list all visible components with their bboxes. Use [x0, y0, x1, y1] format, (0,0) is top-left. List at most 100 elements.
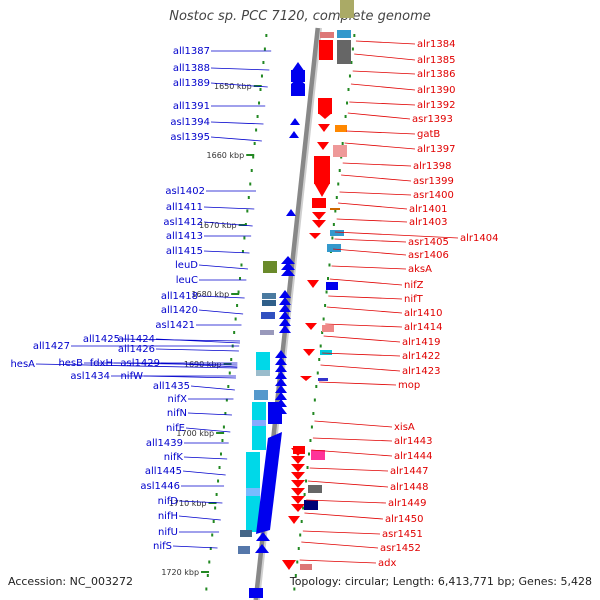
tick-dot [260, 74, 263, 78]
tick-dot [237, 290, 240, 294]
right-leader-line [329, 278, 403, 286]
gene-block-other [304, 500, 318, 510]
left-gene-label: hesA [10, 359, 35, 370]
left-leader-line [203, 250, 250, 254]
left-gene-label: all1426 [118, 344, 155, 355]
right-gene-label: alr1443 [394, 436, 432, 447]
gene-block-other [262, 293, 276, 299]
right-gene-label: alr1384 [417, 39, 455, 50]
right-leader-line [344, 142, 416, 150]
gene-block-other [320, 350, 332, 355]
tick-dot [250, 169, 253, 172]
tick-dot [249, 182, 252, 186]
right-leader-line [334, 238, 407, 243]
gene-arrow-reverse [279, 304, 291, 312]
gene-arrow-forward [307, 280, 319, 288]
left-gene-label: all1387 [173, 46, 210, 57]
left-leader-line [35, 363, 238, 369]
right-leader-line [309, 467, 389, 472]
right-leader-line [304, 512, 384, 520]
tick-layer [205, 34, 356, 591]
gene-block-other [327, 244, 341, 252]
tick-dot [206, 574, 209, 577]
tick-dot [212, 520, 215, 523]
left-gene-label: all1439 [146, 438, 183, 449]
right-leader-line [328, 295, 403, 300]
left-leader-line [155, 348, 239, 352]
gene-arrow-reverse [279, 297, 291, 305]
gene-arrow-reverse [286, 209, 296, 216]
right-gene-label: alr1392 [417, 100, 455, 111]
gene-block-other [246, 488, 260, 496]
right-gene-label: alr1401 [409, 204, 447, 215]
tick-dot [310, 425, 313, 429]
gene-arrow-reverse [289, 131, 299, 138]
tick-dot [299, 533, 302, 537]
tick-dot [224, 412, 227, 415]
tick-dot [309, 439, 312, 442]
tick-dot [315, 385, 318, 388]
left-gene-label: nifD [158, 496, 179, 507]
scale-label: 1670 kbp [199, 221, 237, 230]
gene-arrow-forward [309, 233, 321, 239]
gene-arrow-forward [314, 183, 330, 197]
tick-dot [346, 101, 349, 105]
gene-block-forward [293, 446, 305, 454]
left-leader-line [178, 500, 223, 504]
left-gene-label: asl1429 [120, 358, 160, 369]
right-gene-label: asr1393 [412, 114, 453, 125]
right-gene-label: alr1444 [394, 451, 432, 462]
left-gene-label: asl1395 [170, 132, 210, 143]
tick-dot [241, 250, 244, 253]
gene-arrow-forward [291, 464, 305, 472]
gene-block-other [263, 261, 277, 273]
gene-block-other [260, 330, 274, 335]
left-gene-label: nifS [153, 541, 172, 552]
right-leader-line [318, 381, 397, 386]
tick-dot [312, 412, 315, 415]
tick-dot [236, 304, 239, 307]
gene-arrow-reverse [275, 350, 287, 358]
tick-dot [225, 398, 228, 402]
gene-arrow-forward [312, 220, 326, 228]
right-leader-lines [299, 40, 459, 564]
right-leader-line [342, 162, 412, 167]
left-gene-label: fdxH [90, 358, 113, 369]
gene-block-other [256, 352, 270, 370]
map-title: Nostoc sp. PCC 7120, complete genome [169, 9, 431, 24]
right-gene-label: alr1423 [402, 366, 440, 377]
tick-dot [351, 47, 354, 51]
right-gene-label: asr1405 [408, 237, 449, 248]
left-gene-label: nifW [120, 371, 143, 382]
right-gene-label: alr1403 [409, 217, 447, 228]
gene-block-reverse [256, 432, 282, 534]
tick-dot [259, 88, 262, 91]
tick-dot [205, 587, 208, 591]
tick-dot [234, 317, 237, 321]
gene-block-other [337, 40, 351, 64]
left-leader-line [198, 264, 249, 270]
gene-block-other [238, 546, 250, 554]
tick-dot [353, 34, 356, 37]
gene-arrow-reverse [275, 378, 287, 386]
tick-dot [218, 466, 221, 469]
tick-dot [215, 493, 218, 496]
left-leader-line [185, 427, 231, 433]
tick-dot [258, 101, 261, 105]
gene-arrow-reverse [279, 290, 291, 298]
scale-label: 1650 kbp [214, 82, 252, 91]
left-gene-label: leuC [176, 275, 198, 286]
left-gene-label: leuD [175, 260, 198, 271]
tick-dot [228, 371, 231, 375]
gene-block-other [322, 325, 334, 332]
tick-dot [335, 196, 338, 199]
left-leader-line [210, 136, 262, 142]
gene-arrow-reverse [275, 364, 287, 372]
left-gene-label: all1424 [118, 334, 155, 345]
left-gene-label: nifH [158, 511, 178, 522]
scale-label: 1680 kbp [191, 290, 229, 299]
left-gene-label: asl1394 [170, 117, 210, 128]
tick-dot [332, 223, 335, 226]
gene-arrow-reverse [281, 256, 295, 264]
left-gene-labels: all1387 all1388 all1389 all1391 asl1394 asl13… [10, 46, 210, 552]
